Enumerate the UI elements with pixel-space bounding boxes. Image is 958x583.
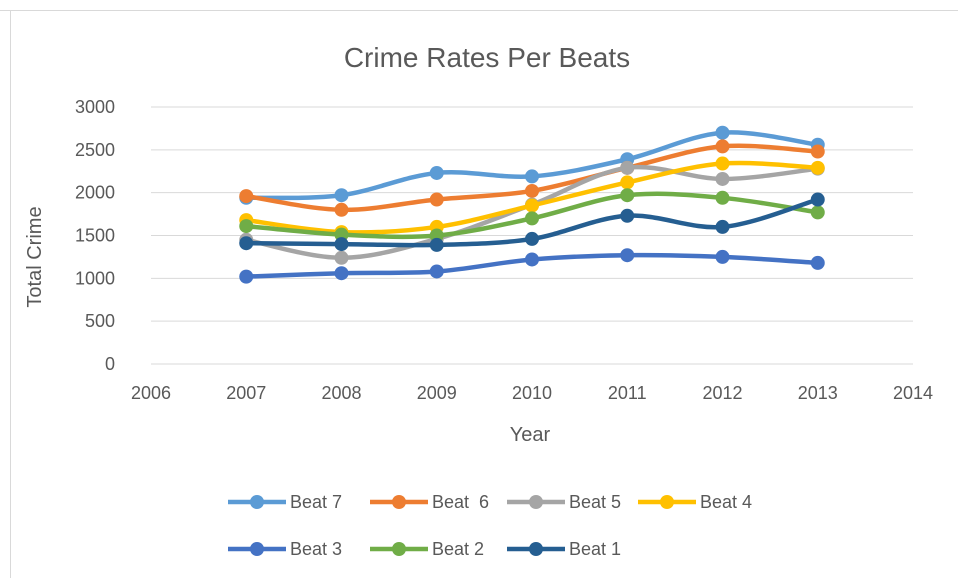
y-tick-label: 1500 [75, 226, 115, 246]
frame-border-top [0, 10, 958, 11]
series-5 [239, 248, 825, 284]
y-tick-label: 0 [105, 354, 115, 374]
series-layer [239, 125, 825, 284]
legend-label: Beat 7 [290, 492, 342, 512]
data-point [620, 160, 635, 175]
data-point [810, 144, 825, 159]
x-tick-label: 2011 [608, 383, 647, 403]
legend-label: Beat 2 [432, 539, 484, 559]
legend-item: Beat 7 [228, 492, 342, 512]
data-point [715, 219, 730, 234]
data-point [620, 175, 635, 190]
data-point [715, 125, 730, 140]
data-point [334, 266, 349, 281]
data-point [525, 252, 539, 267]
x-tick-label: 2008 [321, 383, 361, 403]
legend-label: Beat 6 [432, 492, 489, 512]
legend-item: Beat 2 [370, 539, 484, 559]
data-point [715, 190, 730, 205]
x-tick-label: 2012 [702, 383, 742, 403]
data-point [525, 169, 539, 184]
legend-label: Beat 1 [569, 539, 621, 559]
legend-marker [250, 495, 264, 509]
data-point [810, 255, 825, 270]
y-tick-label: 2000 [75, 183, 115, 203]
legend-item: Beat 4 [638, 492, 752, 512]
y-tick-label: 2500 [75, 140, 115, 160]
data-point [429, 165, 444, 180]
data-point [334, 188, 349, 203]
legend-item: Beat 6 [370, 492, 489, 512]
y-axis-tick-labels: 0 500 1000 1500 2000 2500 3000 [75, 97, 115, 374]
y-tick-label: 3000 [75, 97, 115, 117]
data-point [715, 139, 730, 154]
legend-marker [529, 495, 543, 509]
x-axis-label: Year [510, 424, 551, 446]
data-point [620, 248, 635, 263]
data-point [715, 156, 730, 171]
legend-marker [250, 542, 264, 556]
legend-item: Beat 1 [507, 539, 621, 559]
data-point [525, 231, 539, 246]
y-axis-label: Total Crime [24, 206, 46, 307]
y-tick-label: 1000 [75, 268, 115, 288]
data-point [810, 205, 825, 220]
legend-item: Beat 3 [228, 539, 342, 559]
x-tick-label: 2007 [226, 383, 266, 403]
data-point [525, 183, 539, 198]
data-point [239, 189, 254, 204]
data-point [715, 249, 730, 264]
x-tick-label: 2009 [417, 383, 457, 403]
legend-label: Beat 5 [569, 492, 621, 512]
data-point [239, 269, 254, 284]
data-point [620, 208, 635, 223]
frame-border-left [10, 10, 11, 578]
data-point [334, 250, 349, 265]
data-point [429, 192, 444, 207]
legend-marker [529, 542, 543, 556]
x-tick-label: 2010 [512, 383, 552, 403]
legend-marker [392, 495, 406, 509]
data-point [429, 264, 444, 279]
data-point [715, 171, 730, 186]
legend: Beat 7 Beat 6 Beat 5 Beat 4 Beat 3 Beat 2 Beat… [228, 492, 752, 559]
series-7 [239, 192, 825, 252]
legend-marker [392, 542, 406, 556]
data-point [239, 219, 254, 234]
x-tick-label: 2013 [798, 383, 838, 403]
series-1 [239, 125, 825, 205]
data-point [334, 202, 349, 217]
data-point [810, 192, 825, 207]
legend-marker [660, 495, 674, 509]
y-tick-label: 500 [85, 311, 115, 331]
data-point [810, 160, 825, 175]
data-point [525, 211, 539, 226]
x-tick-label: 2006 [131, 383, 171, 403]
data-point [620, 188, 635, 203]
legend-label: Beat 4 [700, 492, 752, 512]
data-point [334, 237, 349, 252]
legend-label: Beat 3 [290, 539, 342, 559]
chart-title: Crime Rates Per Beats [344, 42, 630, 73]
data-point [239, 236, 254, 251]
data-point [525, 198, 539, 213]
data-point [429, 237, 444, 252]
legend-item: Beat 5 [507, 492, 621, 512]
x-axis-tick-labels: 2006 2007 2008 2009 2010 2011 2012 2013 2014 [131, 383, 933, 403]
x-tick-label: 2014 [893, 383, 933, 403]
